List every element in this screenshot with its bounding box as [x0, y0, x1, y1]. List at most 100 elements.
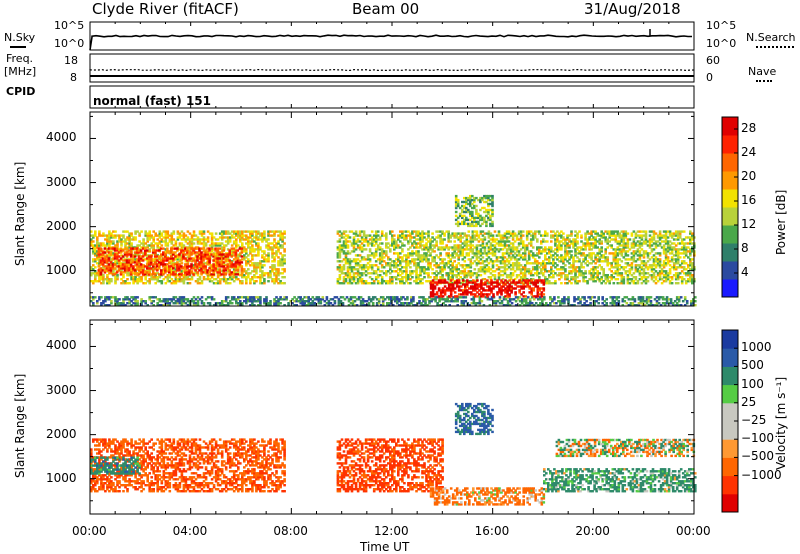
- heatmap-cell: [379, 296, 383, 299]
- heatmap-cell: [501, 254, 505, 257]
- heatmap-cell: [447, 266, 450, 269]
- heatmap-cell: [425, 244, 428, 247]
- heatmap-cell: [463, 240, 467, 243]
- heatmap-cell: [500, 300, 504, 303]
- heatmap-cell: [606, 240, 609, 243]
- heatmap-cell: [378, 256, 382, 259]
- heatmap-cell: [148, 230, 151, 233]
- heatmap-cell: [126, 272, 129, 275]
- heatmap-cell: [566, 278, 569, 281]
- heatmap-cell: [574, 238, 577, 241]
- heatmap-cell: [413, 246, 416, 249]
- heatmap-cell: [339, 302, 343, 305]
- heatmap-cell: [220, 242, 224, 245]
- heatmap-cell: [348, 264, 352, 267]
- heatmap-cell: [562, 232, 565, 235]
- heatmap-cell: [573, 296, 576, 299]
- heatmap-cell: [389, 278, 392, 281]
- heatmap-cell: [408, 304, 411, 307]
- heatmap-cell: [235, 300, 238, 303]
- heatmap-cell: [145, 271, 149, 274]
- heatmap-cell: [580, 252, 583, 255]
- heatmap-cell: [391, 244, 394, 247]
- heatmap-cell: [365, 300, 369, 303]
- heatmap-cell: [511, 254, 515, 257]
- heatmap-cell: [430, 300, 433, 303]
- heatmap-cell: [160, 304, 164, 307]
- heatmap-cell: [405, 238, 408, 241]
- heatmap-cell: [527, 230, 531, 233]
- heatmap-cell: [140, 242, 143, 245]
- heatmap-cell: [475, 278, 479, 281]
- heatmap-cell: [576, 256, 579, 259]
- heatmap-cell: [513, 256, 517, 259]
- heatmap-cell: [386, 302, 389, 305]
- heatmap-cell: [546, 232, 549, 235]
- heatmap-cell: [149, 267, 153, 270]
- heatmap-cell: [346, 270, 350, 273]
- heatmap-cell: [433, 264, 436, 267]
- heatmap-cell: [675, 298, 679, 301]
- heatmap-cell: [176, 236, 180, 239]
- heatmap-cell: [156, 234, 159, 237]
- heatmap-cell: [206, 238, 210, 241]
- heatmap-cell: [536, 254, 539, 257]
- heatmap-cell: [224, 296, 228, 299]
- heatmap-cell: [267, 248, 270, 251]
- heatmap-cell: [645, 302, 649, 305]
- heatmap-cell: [251, 256, 254, 259]
- heatmap-cell: [105, 249, 109, 252]
- heatmap-cell: [293, 300, 296, 303]
- heatmap-cell: [237, 230, 240, 233]
- heatmap-cell: [350, 270, 354, 273]
- heatmap-cell: [132, 236, 135, 239]
- heatmap-cell: [503, 272, 507, 275]
- heatmap-cell: [348, 236, 352, 239]
- heatmap-cell: [119, 273, 123, 276]
- heatmap-cell: [206, 236, 210, 239]
- heatmap-cell: [520, 300, 524, 303]
- heatmap-cell: [208, 267, 211, 270]
- heatmap-cell: [104, 304, 107, 307]
- heatmap-cell: [437, 272, 440, 275]
- heatmap-cell: [110, 278, 113, 281]
- heatmap-cell: [547, 304, 550, 307]
- heatmap-cell: [469, 280, 473, 283]
- heatmap-cell: [370, 240, 374, 243]
- heatmap-cell: [135, 261, 139, 264]
- heatmap-cell: [415, 270, 418, 273]
- heatmap-cell: [427, 262, 430, 265]
- heatmap-cell: [434, 300, 437, 303]
- heatmap-cell: [106, 234, 109, 237]
- heatmap-cell: [285, 296, 288, 299]
- heatmap-cell: [467, 266, 471, 269]
- heatmap-cell: [240, 273, 244, 276]
- heatmap-cell: [419, 282, 422, 285]
- heatmap-cell: [271, 264, 274, 267]
- heatmap-cell: [180, 234, 184, 237]
- heatmap-cell: [580, 266, 583, 269]
- heatmap-cell: [126, 298, 129, 301]
- heatmap-cell: [558, 278, 561, 281]
- heatmap-cell: [568, 246, 571, 249]
- heatmap-cell: [245, 238, 248, 241]
- heatmap-cell: [485, 268, 489, 271]
- heatmap-cell: [401, 244, 404, 247]
- heatmap-cell: [128, 298, 131, 301]
- heatmap-cell: [629, 302, 633, 305]
- heatmap-cell: [556, 238, 559, 241]
- heatmap-cell: [429, 244, 432, 247]
- heatmap-cell: [453, 266, 456, 269]
- heatmap-cell: [584, 232, 587, 235]
- heatmap-cell: [360, 264, 364, 267]
- heatmap-cell: [299, 302, 302, 305]
- heatmap-cell: [453, 246, 456, 249]
- heatmap-cell: [138, 240, 141, 243]
- heatmap-cell: [150, 234, 153, 237]
- heatmap-cell: [273, 258, 276, 261]
- heatmap-cell: [275, 252, 278, 255]
- heatmap-cell: [541, 300, 544, 303]
- heatmap-cell: [473, 268, 477, 271]
- heatmap-cell: [677, 300, 681, 303]
- heatmap-cell: [463, 280, 467, 283]
